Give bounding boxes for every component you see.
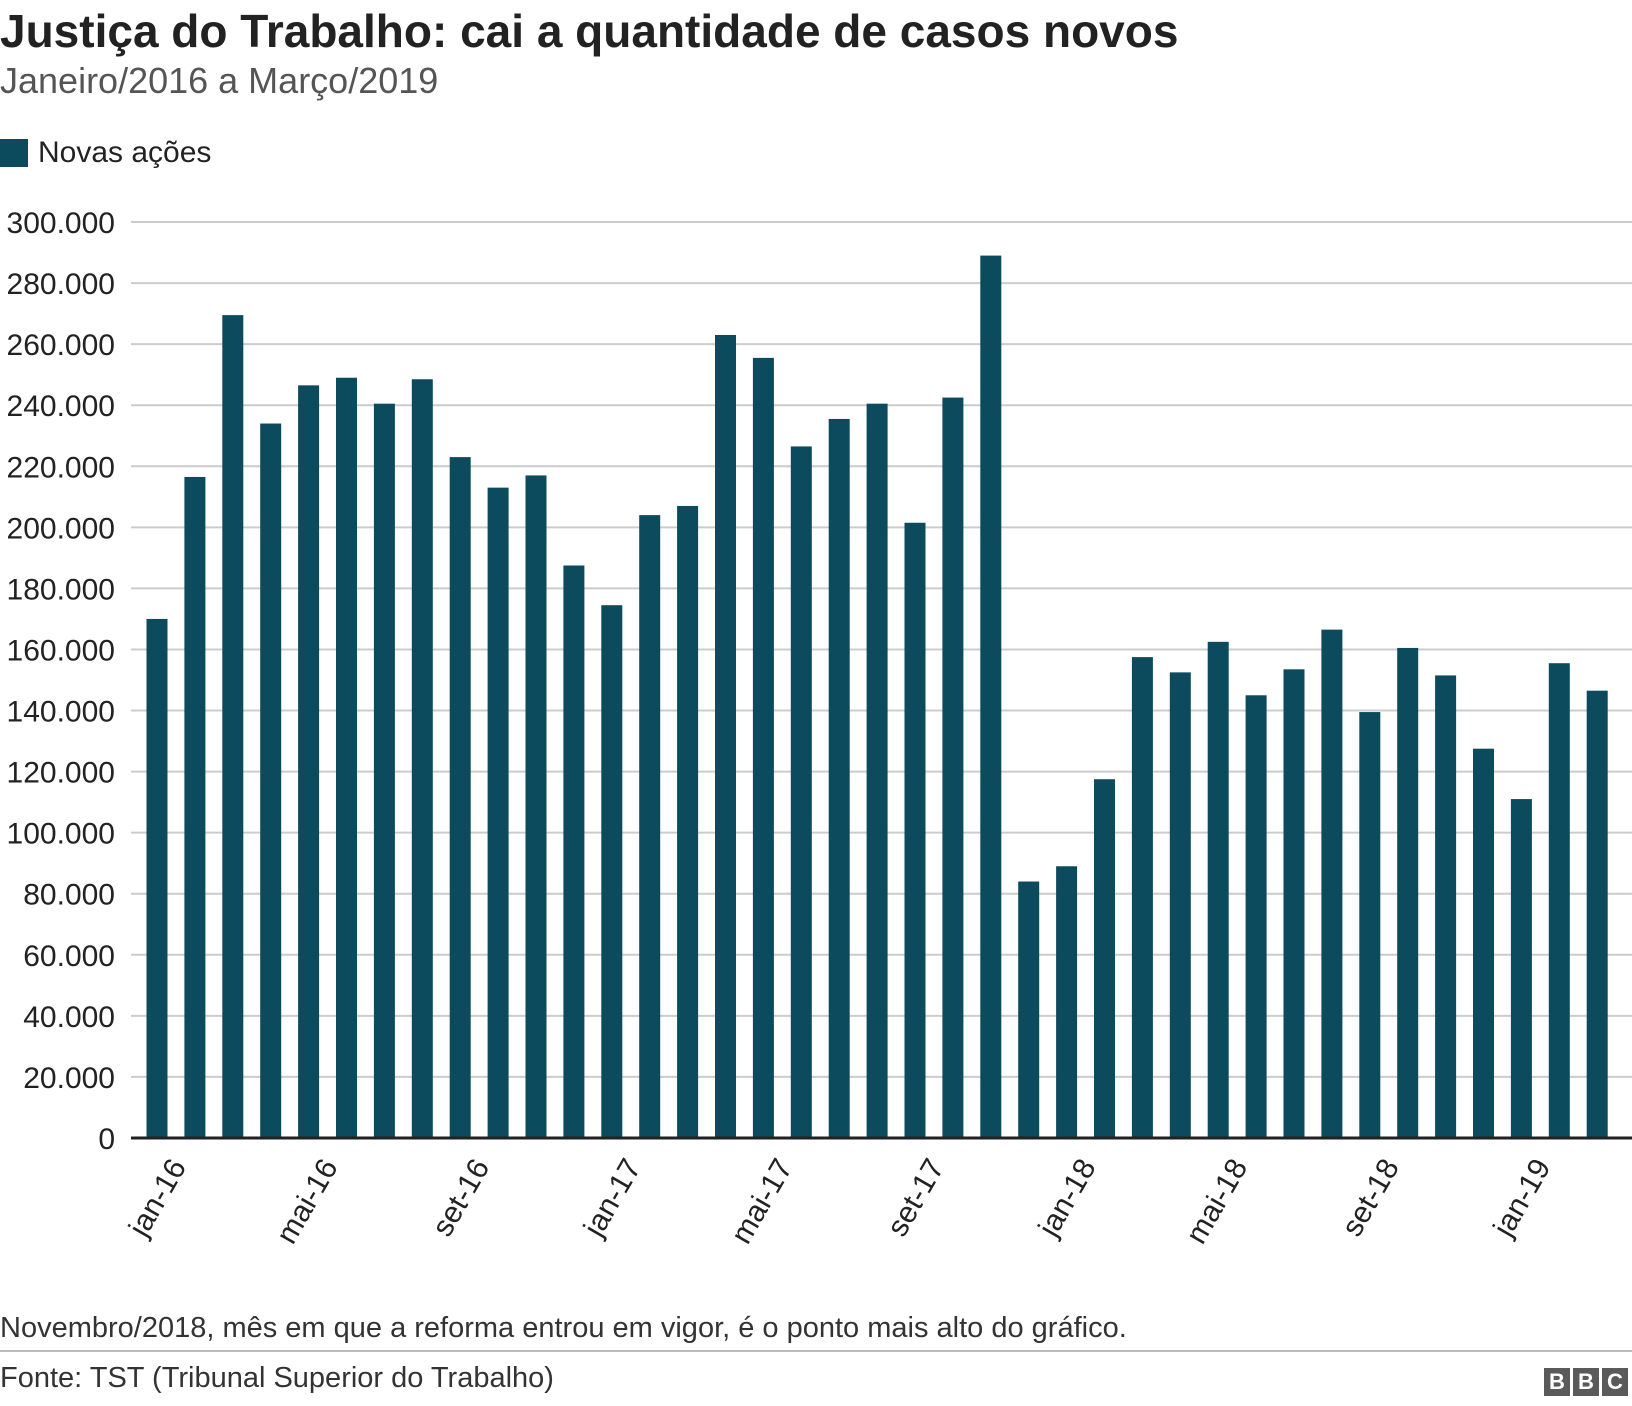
bar — [1321, 629, 1343, 1138]
bar — [1397, 647, 1419, 1138]
bar — [1018, 881, 1040, 1138]
bar — [449, 457, 471, 1138]
y-tick-label: 280.000 — [7, 268, 115, 301]
bar — [184, 476, 206, 1138]
bar — [260, 423, 282, 1138]
legend-label: Novas ações — [38, 136, 212, 169]
bar — [942, 397, 964, 1138]
x-tick-label: set-17 — [881, 1153, 951, 1242]
bar — [1094, 779, 1115, 1138]
bar — [1435, 675, 1457, 1138]
logo-letter: B — [1544, 1368, 1570, 1396]
bbc-logo: B B C — [1544, 1368, 1628, 1396]
bar-chart: 0 20.000 40.000 60.000 80.000 100.000 120.000 1… — [7, 207, 1632, 1249]
x-tick-label: jan-18 — [1032, 1153, 1103, 1243]
y-tick-label: 260.000 — [7, 329, 115, 362]
y-tick-label: 40.000 — [23, 1001, 115, 1034]
bar — [1131, 657, 1153, 1138]
bar — [677, 505, 699, 1139]
bar — [525, 475, 547, 1139]
y-tick-label: 160.000 — [7, 634, 115, 667]
bar — [1169, 672, 1191, 1138]
bar — [715, 334, 736, 1138]
bar — [752, 357, 774, 1138]
bar — [336, 377, 357, 1139]
bar — [298, 385, 320, 1138]
bar — [980, 255, 1002, 1138]
y-tick-label: 20.000 — [23, 1062, 115, 1095]
x-tick-label: mai-17 — [725, 1153, 799, 1249]
x-tick-label: mai-16 — [270, 1153, 344, 1249]
x-tick-label: set-16 — [426, 1153, 496, 1242]
bar — [1056, 866, 1078, 1138]
y-tick-label: 240.000 — [7, 390, 115, 423]
x-tick-label: jan-16 — [122, 1153, 193, 1243]
y-tick-label: 80.000 — [23, 879, 115, 912]
y-tick-label: 180.000 — [7, 573, 115, 606]
bar — [639, 515, 661, 1138]
bar — [1510, 799, 1532, 1138]
y-tick-label: 60.000 — [23, 940, 115, 973]
bar — [563, 565, 585, 1138]
bar — [904, 522, 926, 1138]
bar — [1359, 712, 1381, 1138]
bar — [1586, 690, 1608, 1138]
legend: Novas ações — [0, 136, 211, 170]
bar — [487, 487, 509, 1138]
y-tick-label: 140.000 — [7, 696, 115, 729]
bar — [790, 446, 812, 1138]
bar — [373, 403, 395, 1138]
chart-subtitle: Janeiro/2016 a Março/2019 — [0, 60, 439, 101]
y-tick-label: 220.000 — [7, 451, 115, 484]
source-note: Fonte: TST (Tribunal Superior do Trabalh… — [0, 1362, 554, 1394]
bar — [828, 418, 850, 1138]
y-tick-label: 200.000 — [7, 512, 115, 545]
x-tick-label: mai-18 — [1180, 1153, 1254, 1249]
legend-swatch — [0, 139, 28, 167]
bar — [1548, 663, 1570, 1138]
bar — [601, 605, 623, 1138]
chart-title: Justiça do Trabalho: cai a quantidade de… — [0, 5, 1179, 57]
x-tick-label: jan-17 — [577, 1153, 648, 1243]
logo-letter: C — [1602, 1368, 1628, 1396]
x-tick-label: jan-19 — [1487, 1153, 1558, 1243]
y-tick-label: 0 — [98, 1123, 115, 1156]
bar — [146, 618, 168, 1138]
bar — [411, 379, 433, 1138]
divider — [0, 1350, 1632, 1352]
x-tick-label: set-18 — [1336, 1153, 1406, 1242]
footnote: Novembro/2018, mês em que a reforma entr… — [0, 1312, 1127, 1344]
y-tick-label: 300.000 — [7, 207, 115, 240]
bar — [1207, 641, 1229, 1138]
logo-letter: B — [1573, 1368, 1599, 1396]
bar — [1473, 748, 1494, 1138]
bar — [1245, 695, 1267, 1138]
bar — [1283, 669, 1305, 1138]
bar — [222, 315, 244, 1138]
bar — [866, 403, 888, 1138]
y-tick-label: 120.000 — [7, 757, 115, 790]
y-tick-label: 100.000 — [7, 818, 115, 851]
